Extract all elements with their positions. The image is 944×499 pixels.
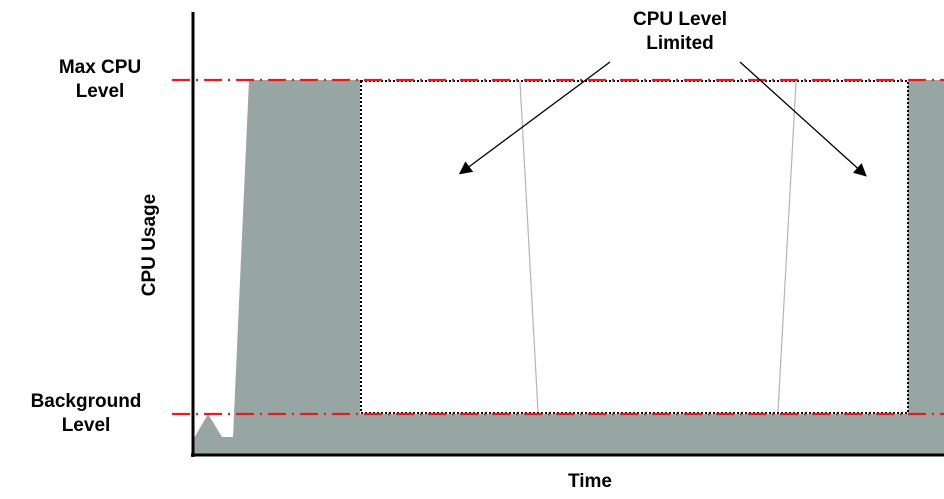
callout-line2: Limited [646, 33, 714, 54]
cpu-usage-area [193, 80, 944, 455]
max-cpu-level-label: Max CPU Level [30, 56, 170, 104]
guide-line-left [519, 81, 539, 413]
cpu-limited-region [360, 80, 909, 414]
y-axis-label: CPU Usage [139, 193, 160, 297]
cpu-level-limited-callout: CPU Level Limited [610, 8, 750, 56]
x-axis-label: Time [567, 471, 612, 492]
arrow-right [739, 61, 867, 177]
max-cpu-level-label-line2: Level [75, 81, 125, 102]
background-level-label-line2: Level [61, 415, 111, 436]
guide-line-right [777, 81, 797, 413]
background-level-label-line1: Background [30, 391, 142, 412]
background-level-label: Background Level [6, 390, 166, 438]
arrow-left [458, 61, 611, 175]
callout-line1: CPU Level [633, 9, 727, 30]
max-cpu-level-label-line1: Max CPU [58, 57, 142, 78]
